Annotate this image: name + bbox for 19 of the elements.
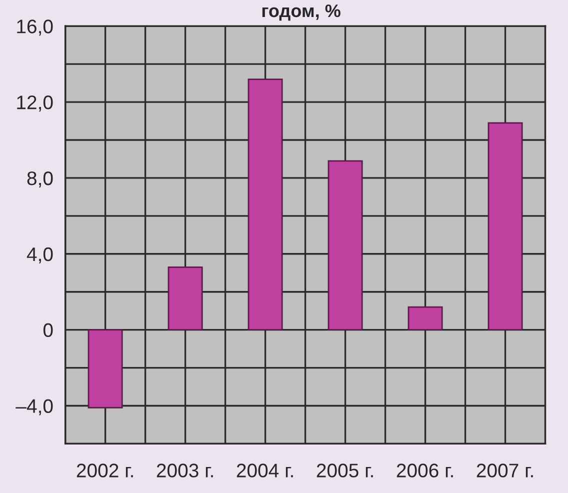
y-tick-label: –4,0 (16, 399, 53, 416)
x-tick-label: 2003 г. (156, 464, 213, 478)
y-tick-label: 0 (43, 323, 53, 338)
x-tick-label: 2006 г. (396, 464, 453, 478)
y-tick-label: 12,0 (17, 96, 53, 112)
chart-title: годом, % (262, 4, 340, 21)
y-tick-label: 16,0 (17, 20, 53, 36)
x-tick-label: 2005 г. (316, 464, 373, 478)
bar (328, 160, 363, 331)
x-tick-label: 2004 г. (236, 464, 293, 478)
bar (88, 329, 123, 408)
bar (408, 306, 443, 331)
x-tick-label: 2002 г. (76, 464, 133, 478)
bar (168, 266, 203, 331)
bar (488, 122, 523, 331)
x-tick-label: 2007 г. (476, 464, 533, 478)
y-tick-label: 8,0 (27, 171, 53, 188)
y-tick-label: 4,0 (26, 247, 53, 264)
bar (248, 78, 283, 331)
